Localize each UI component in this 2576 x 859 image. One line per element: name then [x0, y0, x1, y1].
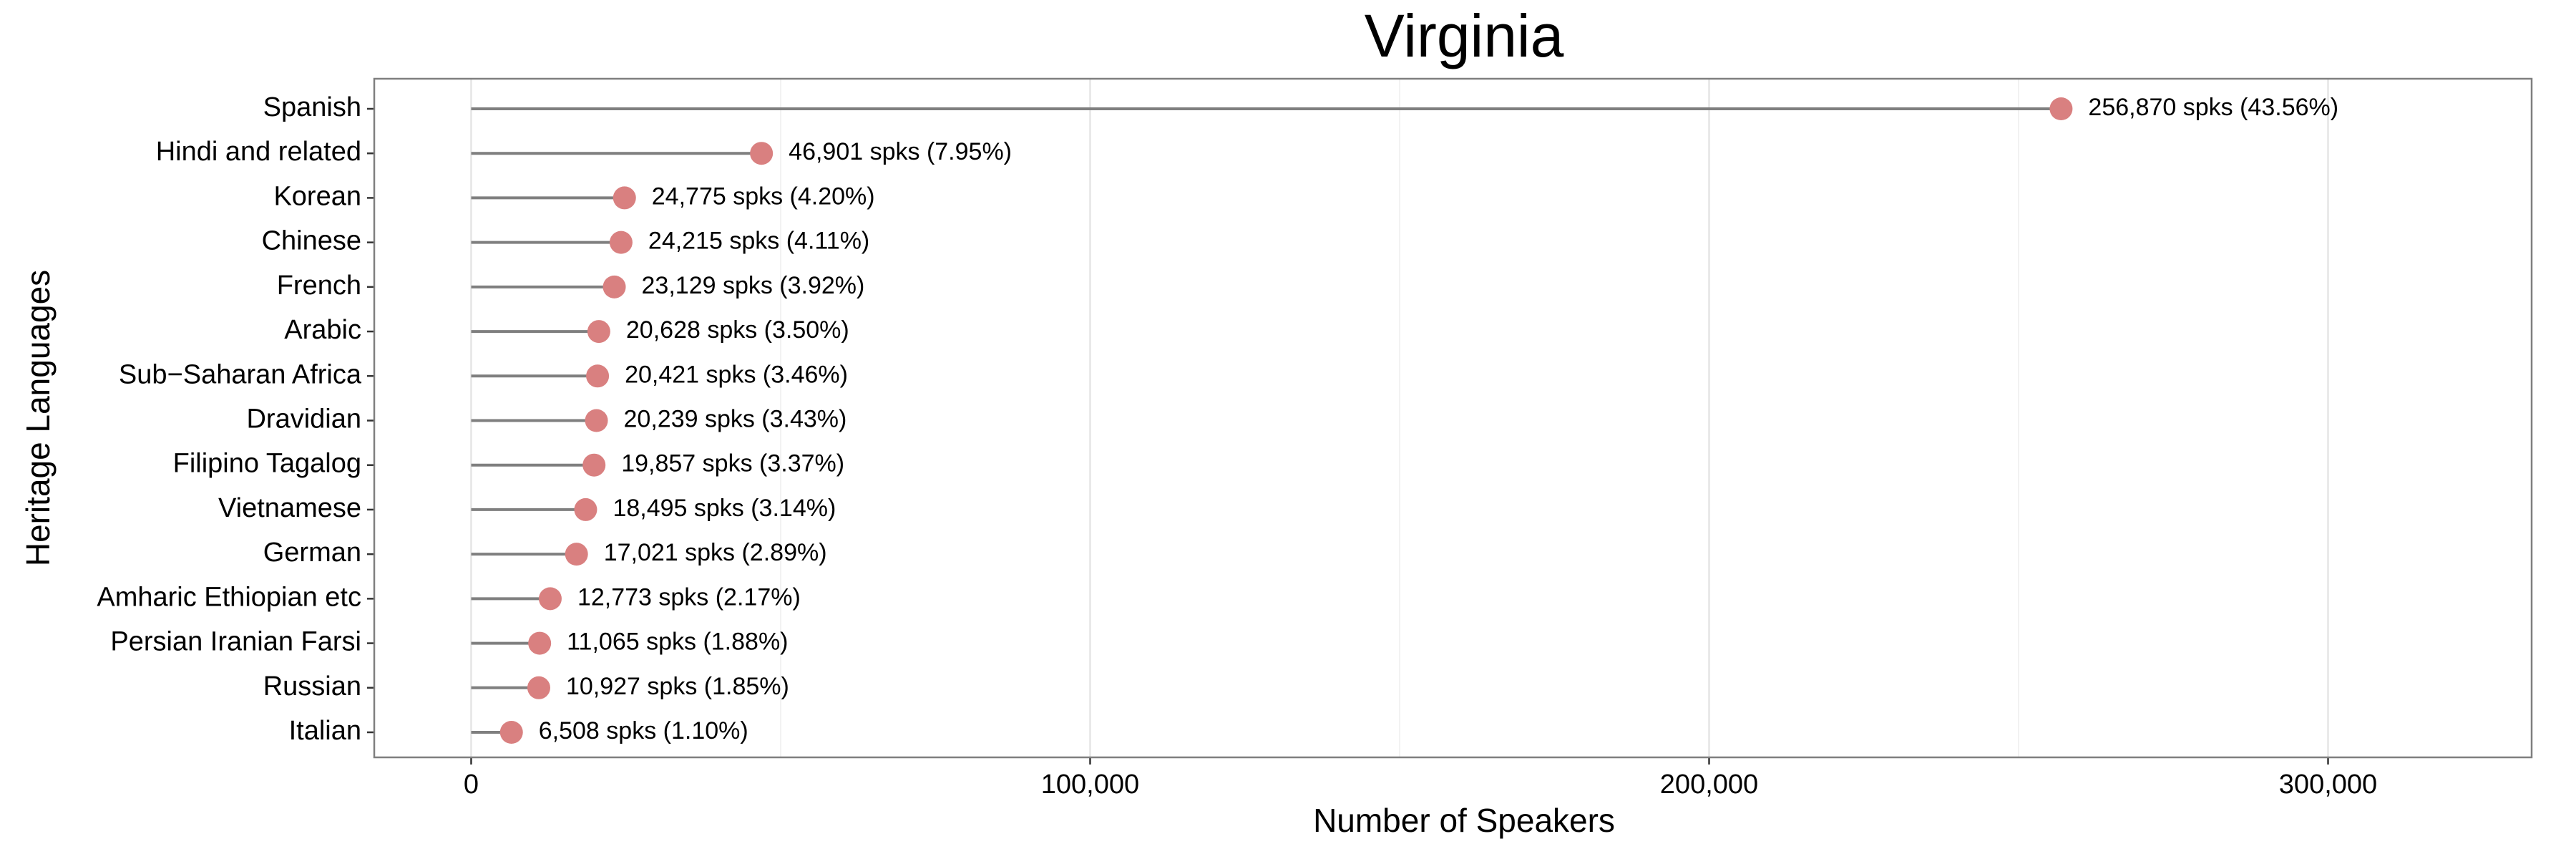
panel-border — [373, 77, 2533, 759]
x-tick-label: 0 — [464, 770, 479, 800]
value-label: 17,021 spks (2.89%) — [604, 539, 827, 566]
value-label: 256,870 spks (43.56%) — [2088, 94, 2338, 121]
dot — [587, 320, 610, 344]
dot — [585, 409, 608, 432]
value-label: 20,421 spks (3.46%) — [625, 361, 848, 388]
dot — [528, 631, 552, 655]
dot — [750, 142, 774, 165]
y-tick-label: Korean — [273, 181, 361, 211]
y-tick-label: Chinese — [262, 226, 361, 256]
value-label: 19,857 spks (3.37%) — [621, 450, 844, 477]
y-tick-label: Dravidian — [246, 404, 361, 435]
dot — [565, 543, 588, 566]
dot — [574, 498, 597, 521]
value-label: 23,129 spks (3.92%) — [642, 272, 865, 299]
x-tick-label: 100,000 — [1041, 770, 1139, 800]
y-tick-label: Vietnamese — [218, 493, 361, 523]
y-tick-label: Spanish — [263, 92, 361, 122]
value-label: 24,215 spks (4.11%) — [648, 228, 869, 255]
y-tick-label: Arabic — [284, 315, 361, 345]
dot — [2049, 97, 2073, 120]
dot — [602, 275, 626, 299]
dot — [527, 676, 550, 699]
value-label: 10,927 spks (1.85%) — [566, 673, 789, 700]
value-label: 24,775 spks (4.20%) — [652, 183, 875, 210]
value-label: 20,628 spks (3.50%) — [626, 316, 849, 344]
value-label: 12,773 spks (2.17%) — [577, 583, 801, 611]
x-tick-label: 200,000 — [1660, 770, 1758, 800]
x-tick-label: 300,000 — [2279, 770, 2377, 800]
value-label: 11,065 spks (1.88%) — [567, 629, 788, 656]
value-label: 18,495 spks (3.14%) — [613, 495, 836, 522]
y-tick-label: German — [263, 538, 361, 568]
y-tick-label: Italian — [289, 716, 361, 746]
y-tick-label: Amharic Ethiopian etc — [97, 582, 361, 612]
dot — [499, 721, 523, 744]
y-tick-label: French — [277, 271, 361, 301]
y-tick-label: Hindi and related — [156, 137, 361, 167]
y-axis-title: Heritage Languages — [19, 270, 57, 566]
chart-title: Virginia — [1365, 2, 1564, 69]
value-label: 20,239 spks (3.43%) — [624, 405, 847, 432]
dot — [586, 364, 610, 388]
y-tick-label: Filipino Tagalog — [173, 449, 361, 479]
dot — [582, 453, 606, 477]
y-tick-label: Sub−Saharan Africa — [119, 359, 362, 389]
dot — [613, 186, 636, 210]
value-label: 46,901 spks (7.95%) — [789, 138, 1012, 165]
y-tick-label: Russian — [263, 671, 361, 702]
dot — [609, 230, 633, 254]
x-axis-title: Number of Speakers — [1313, 802, 1615, 839]
dot — [538, 587, 562, 611]
value-label: 6,508 spks (1.10%) — [539, 717, 748, 744]
y-tick-label: Persian Iranian Farsi — [110, 627, 361, 657]
